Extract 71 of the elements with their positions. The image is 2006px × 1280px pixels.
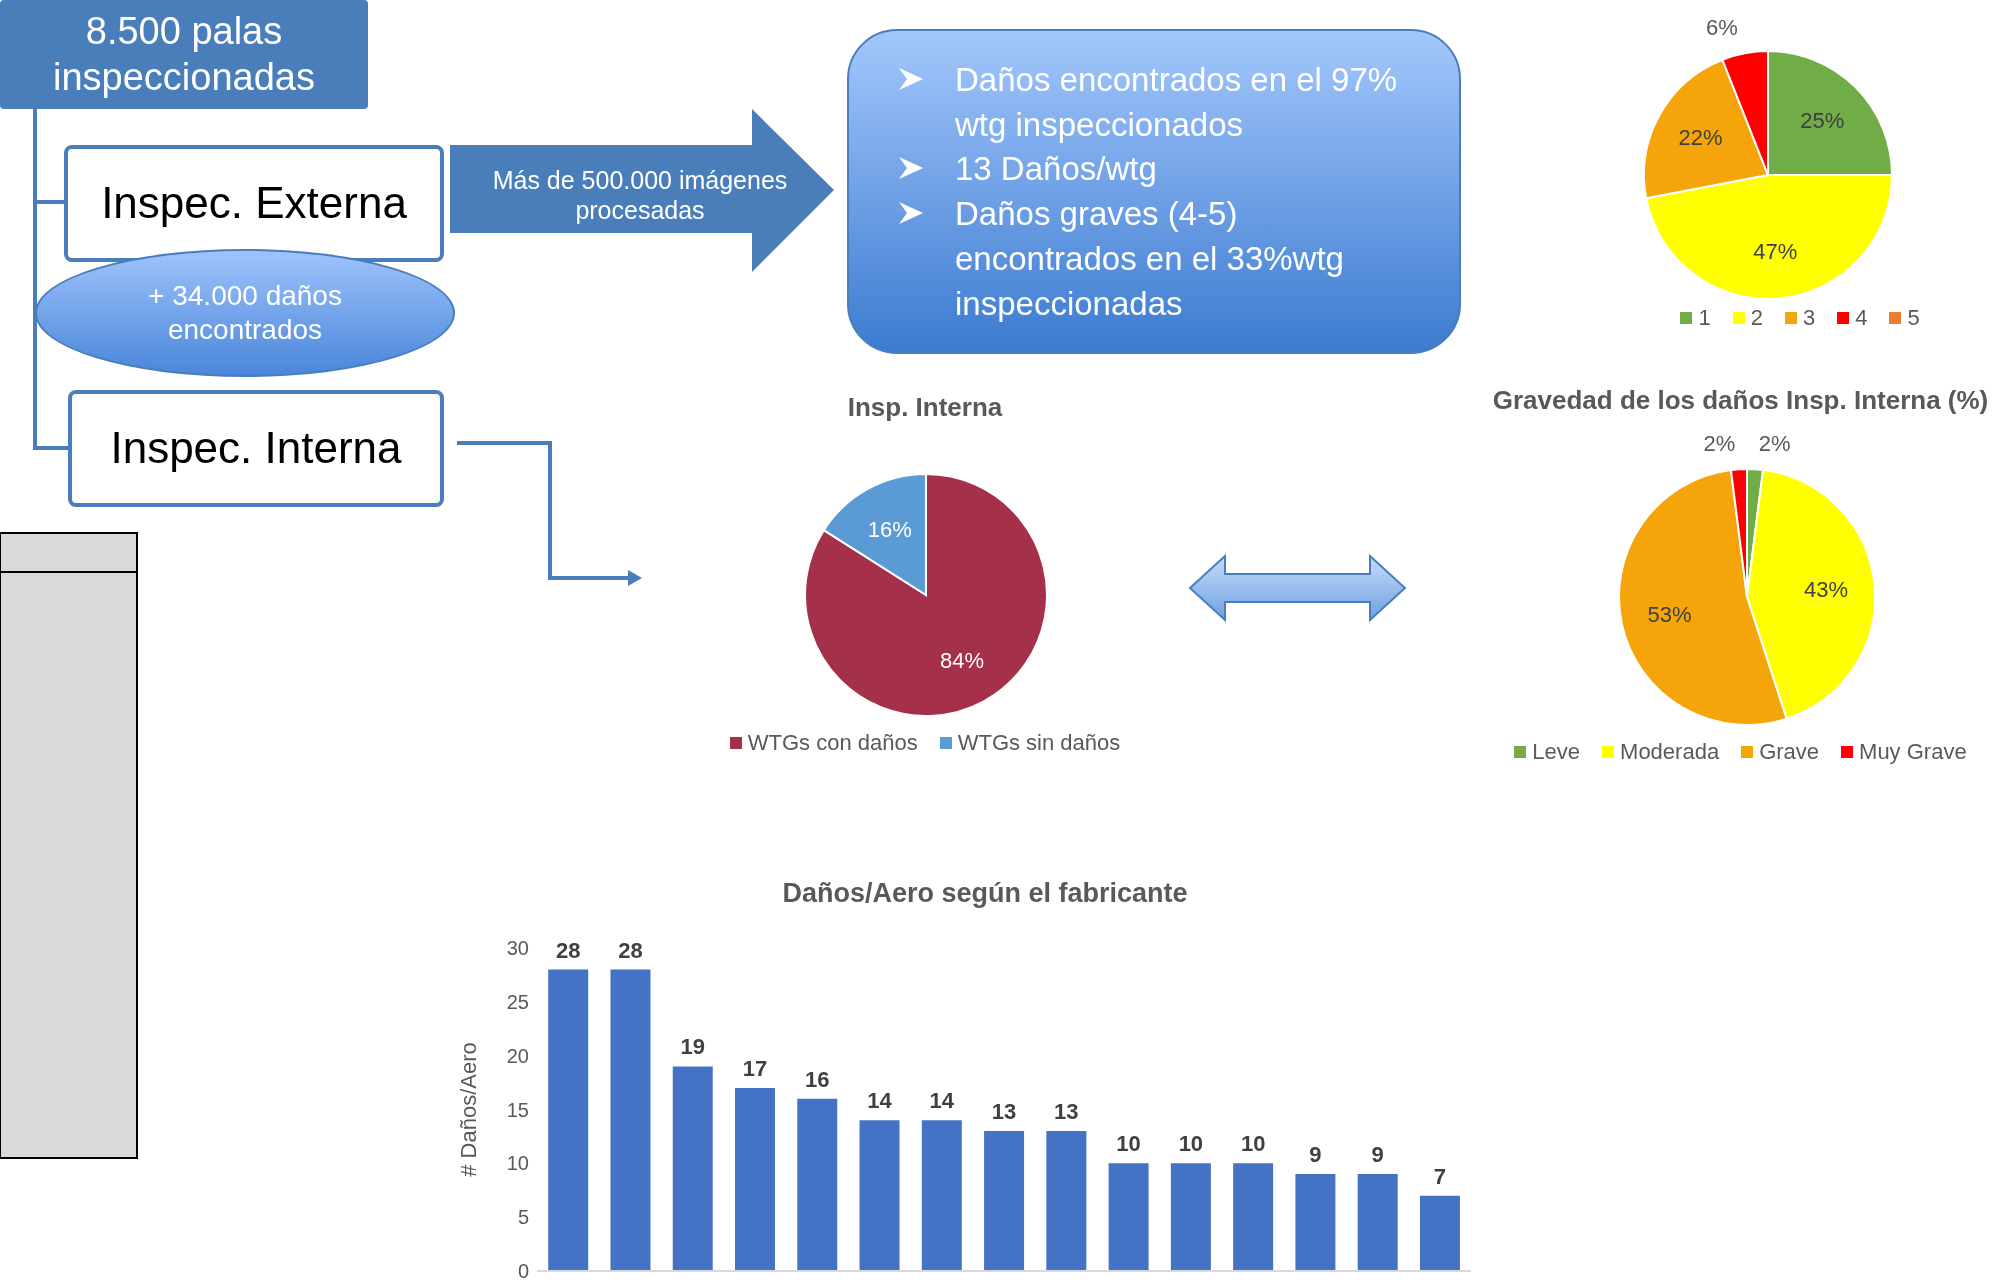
bar	[1233, 1163, 1274, 1271]
data-label: 9	[1309, 1142, 1322, 1168]
y-tick-label: 10	[506, 1152, 529, 1175]
data-label: 19	[680, 1034, 705, 1060]
text: 13 Daños/wtg	[955, 149, 1157, 189]
data-label: 7	[1433, 1163, 1447, 1189]
legend-label: Moderada	[1619, 739, 1720, 765]
data-label: 14	[867, 1088, 893, 1114]
text: Más de 500.000 imágenes procesadas	[491, 165, 789, 225]
chart-title: Daños/Aero según el fabricante	[781, 878, 1189, 909]
chart-title: Gravedad de los daños Insp. Interna (%)	[1491, 385, 1990, 416]
bar	[984, 1131, 1025, 1271]
bar	[1046, 1131, 1087, 1271]
data-label: 14	[929, 1088, 955, 1114]
text: + 34.000 daños encontrados	[147, 279, 343, 347]
data-label: 2%	[1703, 430, 1736, 456]
data-label: 6%	[1705, 15, 1738, 41]
text: Daños graves (4-5) encontrados en el 33%wtg inspeccionadas	[955, 194, 1345, 324]
data-label: 53%	[1647, 601, 1692, 627]
text: Inspec. Interna	[110, 422, 402, 475]
bar	[797, 1098, 838, 1271]
data-label: 47%	[1753, 239, 1798, 265]
y-tick-label: 30	[506, 937, 529, 960]
data-label: 10	[1240, 1131, 1266, 1157]
data-label: 10	[1116, 1131, 1141, 1157]
y-tick-label: 15	[506, 1098, 529, 1121]
data-label: 17	[742, 1055, 768, 1081]
data-label: 84%	[940, 648, 985, 674]
y-tick-label: 0	[517, 1260, 529, 1280]
bar	[921, 1120, 962, 1271]
legend-label: WTGs sin daños	[956, 730, 1121, 756]
bar	[1419, 1195, 1460, 1271]
bar	[1170, 1163, 1211, 1271]
legend-label: 1	[1697, 305, 1711, 331]
data-label: 9	[1371, 1142, 1384, 1168]
data-label: 28	[555, 937, 581, 963]
y-tick-label: 25	[506, 990, 529, 1013]
legend-label: Leve	[1531, 739, 1581, 765]
legend-label: 4	[1854, 305, 1868, 331]
text: 8.500 palas inspeccionadas	[52, 8, 316, 100]
bar	[548, 969, 589, 1271]
data-label: 43%	[1803, 577, 1849, 603]
pie-slice	[804, 473, 1048, 717]
bar	[672, 1066, 713, 1271]
bar	[1295, 1174, 1336, 1271]
data-label: 13	[991, 1099, 1017, 1125]
data-label: 22%	[1678, 125, 1723, 151]
bar	[610, 969, 651, 1271]
text: Inspec. Externa	[101, 177, 407, 230]
y-tick-label: 5	[517, 1206, 529, 1229]
text: Daños encontrados en el 97% wtg inspeccionados	[955, 60, 1399, 145]
data-label: 10	[1178, 1131, 1204, 1157]
y-tick-label: 20	[506, 1044, 529, 1067]
legend-label: 2	[1749, 305, 1763, 331]
data-label: 16%	[867, 516, 912, 542]
legend-label: WTGs con daños	[746, 730, 918, 756]
data-label: 25%	[1800, 108, 1845, 134]
chart-title: Insp. Interna	[846, 392, 1004, 423]
data-label: 28	[618, 937, 643, 963]
legend-label: 3	[1801, 305, 1816, 331]
bar	[735, 1087, 776, 1271]
legend-label: 5	[1906, 305, 1920, 331]
bar	[1108, 1163, 1149, 1271]
data-label: 16	[805, 1066, 830, 1092]
data-label: 2%	[1758, 430, 1791, 456]
bar	[1357, 1174, 1398, 1271]
legend-label: Muy Grave	[1858, 739, 1967, 765]
bar	[859, 1120, 900, 1271]
y-axis-title: # Daños/Aero	[455, 1042, 481, 1177]
legend-label: Grave	[1758, 739, 1820, 765]
data-label: 13	[1054, 1099, 1079, 1125]
